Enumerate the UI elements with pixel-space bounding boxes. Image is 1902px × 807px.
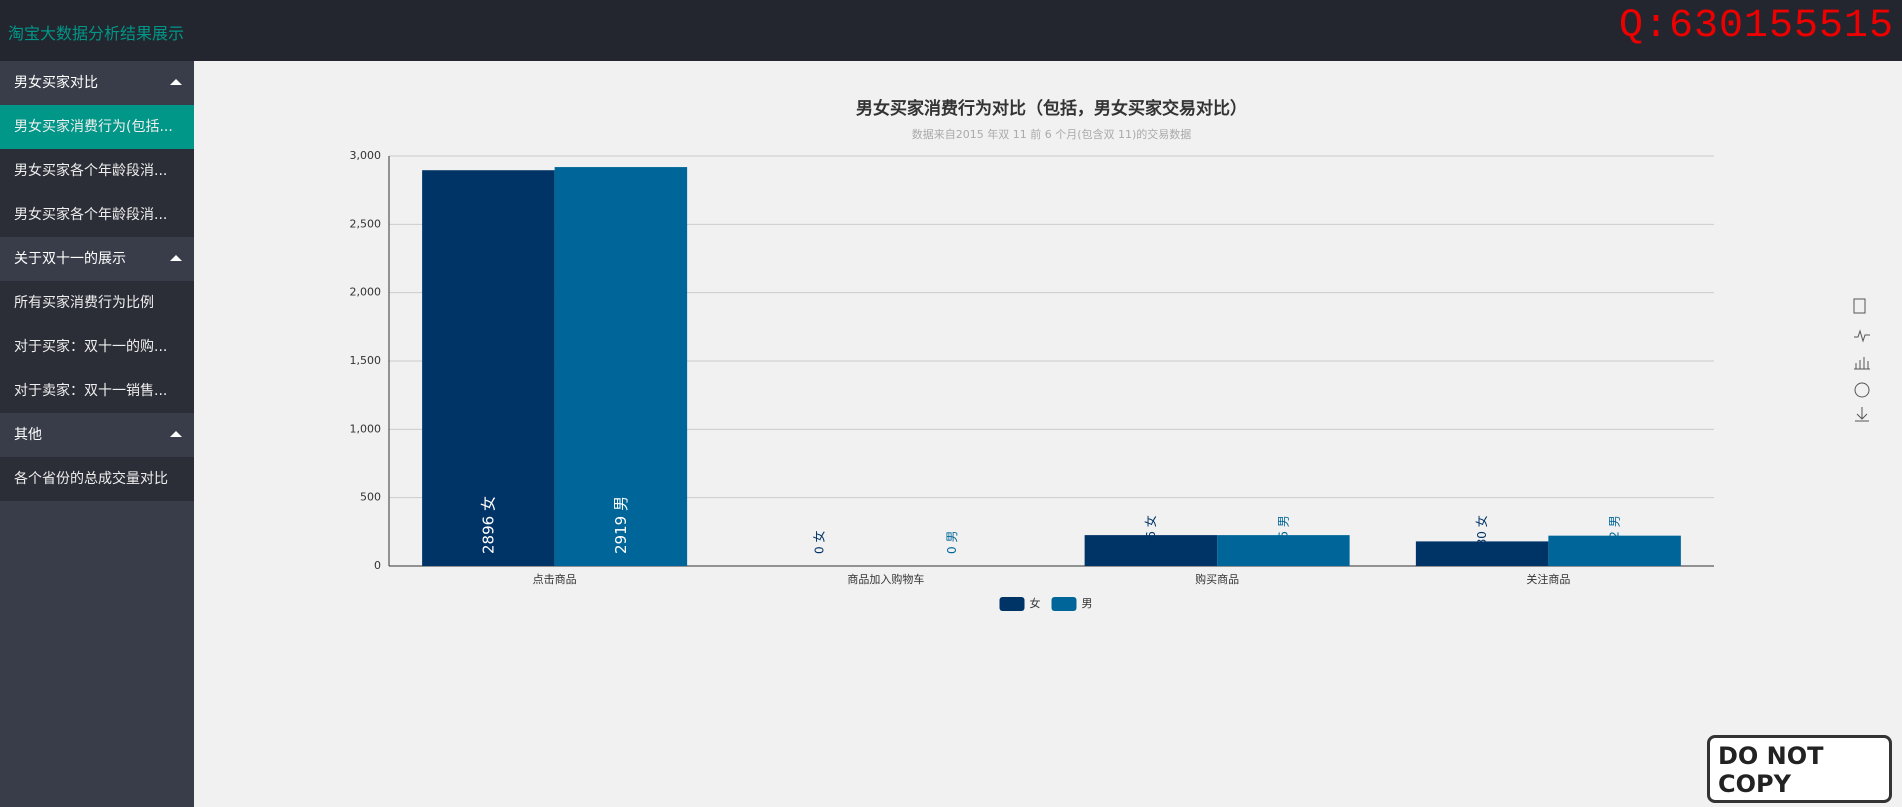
toolbox[interactable] [1853, 298, 1870, 422]
data-label: 2896 女 [479, 496, 497, 554]
sidebar: 男女买家对比 男女买家消费行为(包括... 男女买家各个年龄段消... 男女买家各个年… [0, 61, 194, 807]
x-tick-label: 购买商品 [1195, 572, 1239, 586]
data-label: 180 女 [1474, 515, 1489, 554]
x-tick-label: 商品加入购物车 [847, 572, 924, 586]
y-tick-label: 2,500 [350, 217, 382, 230]
bar [422, 170, 555, 567]
menu-item[interactable]: 所有买家消费行为比例 [0, 281, 194, 325]
y-tick-label: 500 [360, 491, 381, 504]
menu-item[interactable]: 男女买家各个年龄段消... [0, 193, 194, 237]
header: 淘宝大数据分析结果展示 Q:630155515 [0, 0, 1902, 61]
data-label-series: 男 [1607, 515, 1621, 527]
data-label: 0 女 [811, 531, 826, 554]
menu-item[interactable]: 男女买家消费行为(包括... [0, 105, 194, 149]
bar [1548, 535, 1681, 566]
y-tick-label: 1,000 [350, 422, 382, 435]
menu-item[interactable]: 各个省份的总成交量对比 [0, 457, 194, 501]
data-label: 0 男 [945, 531, 959, 554]
data-label-value: 2896 [479, 516, 497, 554]
tool-icon [1853, 298, 1866, 314]
menu-item[interactable]: 对于卖家：双十一销售... [0, 369, 194, 413]
bar [1415, 541, 1549, 566]
watermark: DO NOT COPY [1707, 735, 1892, 803]
data-label-series: 男 [611, 496, 629, 511]
data-label: 226 男 [1276, 515, 1290, 554]
data-label-series: 男 [945, 531, 959, 543]
bar [1217, 535, 1350, 566]
chart: 男女买家消费行为对比（包括，男女买家交易对比） 数据来自2015 年双 11 前 … [350, 98, 1870, 611]
data-label-value: 222 [1607, 531, 1621, 554]
data-label-series: 女 [811, 531, 826, 543]
bar [1084, 535, 1218, 566]
tool-icon [1855, 407, 1869, 422]
data-label-series: 女 [1474, 515, 1489, 527]
app-title: 淘宝大数据分析结果展示 [8, 24, 185, 43]
menu-group[interactable]: 男女买家对比 [0, 61, 194, 105]
tool-icon [1854, 329, 1870, 343]
contact: Q:630155515 [1618, 4, 1894, 49]
data-label-value: 2919 [611, 516, 629, 554]
chart-subtitle: 数据来自2015 年双 11 前 6 个月(包含双 11)的交易数据 [912, 127, 1192, 141]
y-tick-label: 3,000 [350, 149, 382, 162]
data-label-series: 男 [1276, 515, 1290, 527]
data-label-series: 女 [1142, 515, 1157, 527]
tool-icon [1854, 357, 1870, 370]
legend-swatch [1051, 597, 1077, 611]
data-label-value: 0 [812, 546, 826, 554]
bar [554, 167, 688, 566]
legend-swatch [999, 597, 1025, 611]
data-label-value: 180 [1475, 531, 1489, 554]
menu-item[interactable]: 男女买家各个年龄段消... [0, 149, 194, 193]
y-tick-label: 2,000 [350, 286, 382, 299]
legend-label: 女 [1030, 596, 1041, 610]
data-label: 222 男 [1607, 515, 1621, 554]
menu-group[interactable]: 其他 [0, 413, 194, 457]
data-label-series: 女 [479, 496, 497, 511]
y-tick-label: 1,500 [350, 354, 382, 367]
menu-item[interactable]: 对于买家：双十一的购... [0, 325, 194, 369]
data-label-value: 226 [1143, 531, 1157, 554]
chart-title: 男女买家消费行为对比（包括，男女买家交易对比） [856, 98, 1247, 119]
data-label-value: 226 [1276, 531, 1290, 554]
legend-label: 男 [1082, 597, 1093, 610]
y-tick-label: 0 [374, 559, 381, 572]
data-label-value: 0 [945, 546, 959, 554]
data-label: 226 女 [1142, 515, 1157, 554]
data-label: 2919 男 [611, 496, 629, 554]
tool-icon [1854, 382, 1870, 398]
x-tick-label: 关注商品 [1526, 572, 1570, 586]
x-tick-label: 点击商品 [533, 572, 577, 586]
menu-group[interactable]: 关于双十一的展示 [0, 237, 194, 281]
